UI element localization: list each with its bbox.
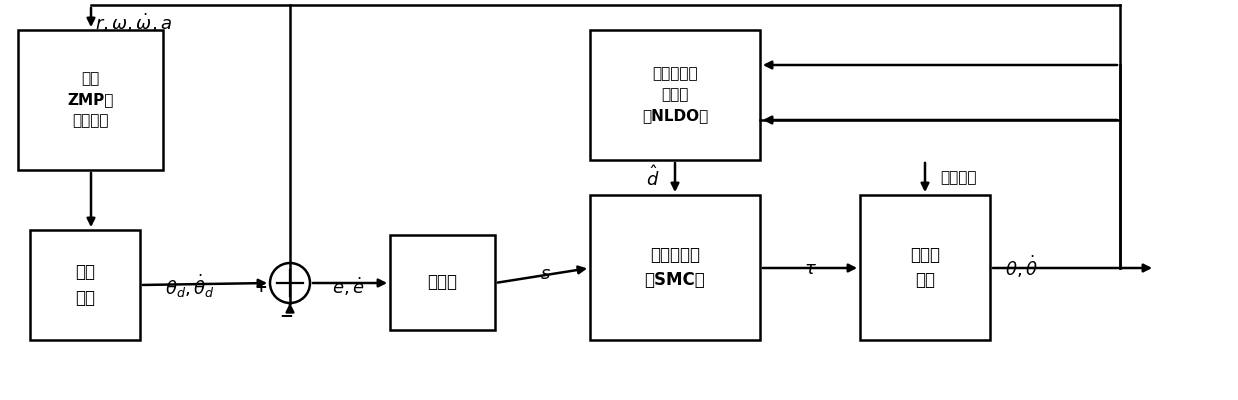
Text: $\theta,\dot{\theta}$: $\theta,\dot{\theta}$ (1005, 254, 1037, 280)
Text: 步态
规划: 步态 规划 (76, 264, 95, 306)
Bar (30, 230, 140, 340)
Text: −: − (279, 306, 293, 324)
Bar (591, 195, 760, 340)
Text: $\hat{d}$: $\hat{d}$ (646, 166, 660, 190)
Bar (860, 195, 990, 340)
Text: 四足机
器人: 四足机 器人 (910, 246, 940, 289)
Text: $\tau$: $\tau$ (803, 260, 816, 278)
Text: $s$: $s$ (540, 265, 551, 283)
Text: $e,\dot{e}$: $e,\dot{e}$ (332, 276, 364, 298)
Bar (19, 30, 163, 170)
Text: 负载突变: 负载突变 (940, 170, 977, 186)
Text: 滑模面: 滑模面 (427, 274, 458, 292)
Text: 滑模控制器
（SMC）: 滑模控制器 （SMC） (645, 246, 706, 289)
Text: 基于
ZMP的
步态修正: 基于 ZMP的 步态修正 (67, 72, 114, 128)
Text: 非线性干扰
观测器
（NLDO）: 非线性干扰 观测器 （NLDO） (641, 66, 708, 124)
Text: $r,\omega,\dot{\omega},a$: $r,\omega,\dot{\omega},a$ (95, 12, 172, 34)
Bar (591, 30, 760, 160)
Text: $\theta_d,\dot{\theta}_d$: $\theta_d,\dot{\theta}_d$ (165, 273, 215, 300)
Bar (390, 235, 495, 330)
Text: +: + (254, 280, 267, 294)
